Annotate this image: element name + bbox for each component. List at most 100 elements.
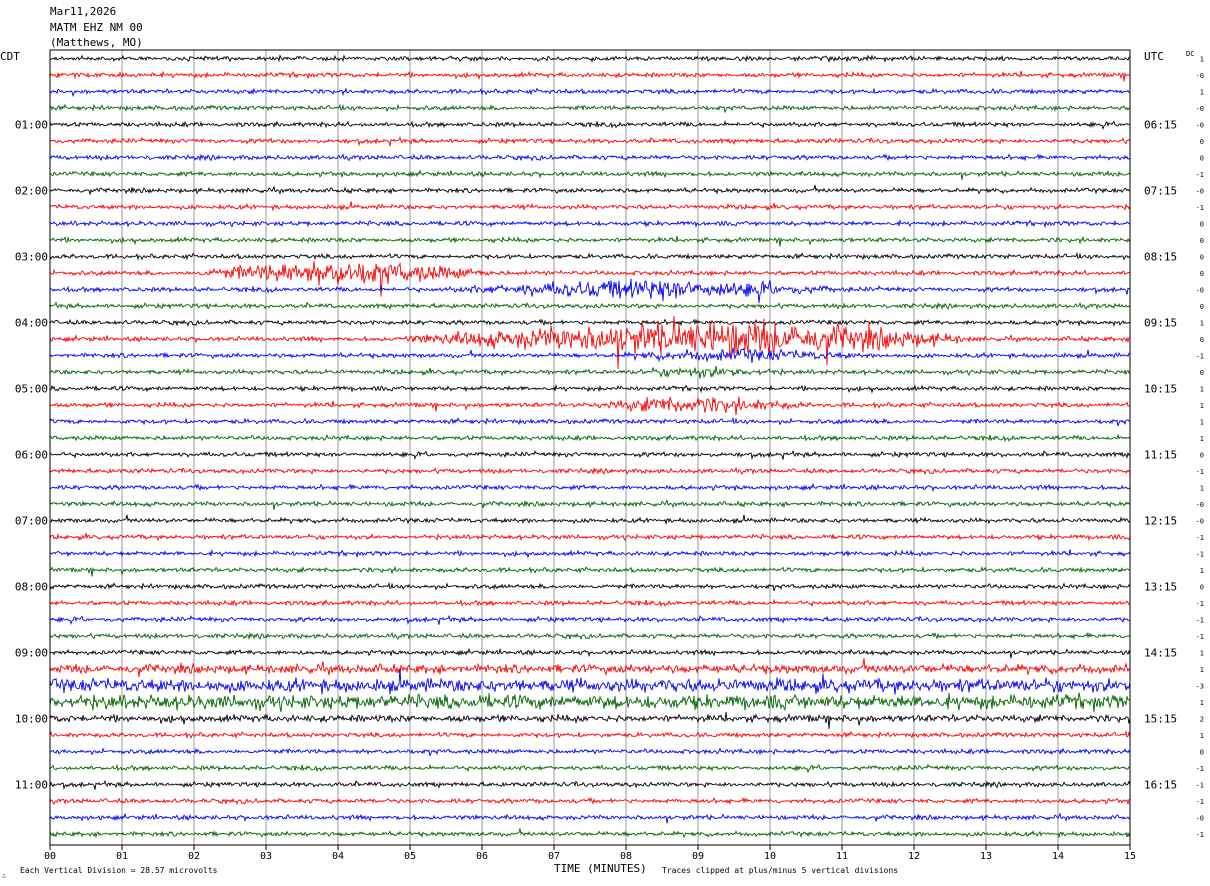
dc-offset-label: 0 [1200,303,1204,311]
left-time-label: 08:00 [15,581,48,594]
trace-row-9 [49,201,1131,212]
trace-row-43 [49,763,1131,774]
dc-offset-label: -3 [1196,683,1204,691]
dc-offset-label: 1 [1200,402,1204,410]
dc-offset-label: 0 [1200,452,1204,460]
x-tick-label: 01 [116,851,129,862]
trace-row-34 [49,614,1131,626]
dc-offset-label: -0 [1196,287,1204,295]
clip-note: Traces clipped at plus/minus 5 vertical … [662,866,899,875]
right-time-label: 10:15 [1144,383,1177,396]
dc-offset-label: -1 [1196,765,1204,773]
x-axis-ticks [49,845,1131,850]
trace-row-10 [49,218,1131,229]
trace-row-39 [49,692,1131,713]
trace-row-37 [49,658,1131,678]
dc-offset-label: 1 [1200,485,1204,493]
trace-row-1 [49,70,1131,82]
trace-row-23 [49,433,1131,443]
trace-row-11 [49,235,1131,247]
right-time-label: 12:15 [1144,515,1177,528]
x-tick-label: 10 [764,851,777,862]
dc-offset-label: 1 [1200,56,1204,64]
x-tick-label: 15 [1124,851,1137,862]
right-time-label: 13:15 [1144,581,1177,594]
dc-offset-label: -0 [1196,72,1204,80]
trace-row-15 [49,301,1131,311]
scale-note: Each Vertical Division = 28.57 microvolt… [20,866,218,875]
dc-offset-label: 0 [1200,749,1204,757]
trace-row-19 [49,366,1131,379]
right-time-label: 09:15 [1144,317,1177,330]
dc-offset-label: -0 [1196,122,1204,130]
corner-mark: ∴ [2,872,7,880]
dc-offset-label: -1 [1196,534,1204,542]
x-axis-label: TIME (MINUTES) [554,862,647,875]
dc-offset-label: 1 [1200,650,1204,658]
dc-offset-label: -1 [1196,551,1204,559]
dc-offset-label: 1 [1200,419,1204,427]
left-time-label: 07:00 [15,515,48,528]
dc-offset-label: 0 [1200,584,1204,592]
left-time-label: 03:00 [15,251,48,264]
right-time-label: 08:15 [1144,251,1177,264]
x-tick-label: 04 [332,851,345,862]
left-time-label: 04:00 [15,317,48,330]
x-tick-label: 13 [980,851,993,862]
dc-offset-label: 1 [1200,320,1204,328]
dc-offset-label: -1 [1196,831,1204,839]
x-tick-label: 06 [476,851,489,862]
trace-row-40 [49,712,1131,729]
trace-row-35 [49,631,1131,641]
trace-row-47 [49,828,1131,839]
trace-row-18 [49,347,1131,363]
trace-row-2 [49,87,1131,98]
dc-offset-label: 1 [1200,666,1204,674]
left-time-label: 06:00 [15,449,48,462]
x-tick-label: 00 [44,851,57,862]
dc-offset-label: 0 [1200,221,1204,229]
trace-row-31 [49,565,1131,577]
trace-row-21 [49,396,1131,416]
trace-row-44 [49,779,1131,791]
left-time-label: 01:00 [15,119,48,132]
trace-row-29 [49,532,1131,542]
trace-row-30 [49,548,1131,559]
dc-offset-label: 1 [1200,386,1204,394]
dc-offset-label: 0 [1200,254,1204,262]
left-time-label: 10:00 [15,713,48,726]
trace-row-46 [49,812,1131,824]
left-time-label: 09:00 [15,647,48,660]
trace-row-32 [49,581,1131,592]
header-station: MATM EHZ NM 00 [50,21,143,34]
dc-offset-label: -1 [1196,353,1204,361]
dc-offset-label: 0 [1200,270,1204,278]
trace-row-12 [49,251,1131,261]
right-time-label: 07:15 [1144,185,1177,198]
trace-row-36 [49,647,1131,659]
right-time-label: 15:15 [1144,713,1177,726]
x-tick-label: 11 [836,851,849,862]
left-time-label: 11:00 [15,779,48,792]
x-tick-label: 08 [620,851,633,862]
x-tick-label: 14 [1052,851,1065,862]
dc-offset-label: 0 [1200,138,1204,146]
seismic-traces [49,53,1131,839]
left-time-labels: 01:00 02:00 03:00 04:00 05:00 06:00 07:00 08:00… [15,119,48,792]
right-time-label: 14:15 [1144,647,1177,660]
x-tick-label: 05 [404,851,417,862]
dc-offset-label: -1 [1196,468,1204,476]
dc-offset-label: 0 [1200,155,1204,163]
dc-label: DC [1186,50,1194,58]
trace-row-41 [49,730,1131,740]
trace-row-3 [49,103,1130,113]
right-time-label: 06:15 [1144,119,1177,132]
minute-gridlines [121,50,1059,845]
trace-row-16 [49,318,1131,327]
trace-row-7 [49,169,1131,180]
trace-row-0 [49,53,1131,64]
x-tick-label: 02 [188,851,201,862]
dc-offset-label: 1 [1200,699,1204,707]
dc-offset-label: -0 [1196,501,1204,509]
